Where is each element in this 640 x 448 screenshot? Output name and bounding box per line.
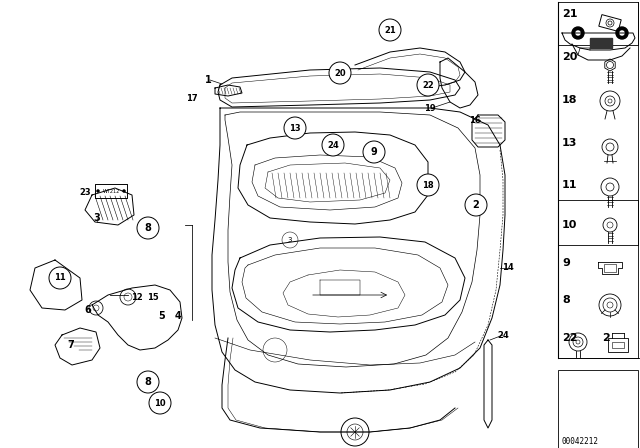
Text: 21: 21	[384, 26, 396, 34]
Text: 24: 24	[497, 331, 509, 340]
Bar	[95, 184, 127, 198]
Text: 6: 6	[84, 305, 92, 315]
Text: 11: 11	[54, 273, 66, 283]
Text: 9: 9	[371, 147, 378, 157]
Circle shape	[417, 74, 439, 96]
Bar	[604, 264, 616, 272]
Circle shape	[97, 190, 99, 193]
Text: 13: 13	[562, 138, 577, 148]
Text: 00042212: 00042212	[562, 437, 599, 446]
Text: 5: 5	[159, 311, 165, 321]
Circle shape	[284, 117, 306, 139]
Text: 18: 18	[562, 95, 577, 105]
Text: 4: 4	[175, 311, 181, 321]
Circle shape	[465, 194, 487, 216]
Circle shape	[417, 174, 439, 196]
Circle shape	[89, 301, 103, 315]
Circle shape	[616, 27, 628, 39]
Text: 22: 22	[562, 333, 577, 343]
Text: 24: 24	[327, 141, 339, 150]
Text: 1: 1	[205, 75, 211, 85]
Text: 10: 10	[154, 399, 166, 408]
Text: 12: 12	[131, 293, 143, 302]
Text: 22: 22	[422, 81, 434, 90]
Text: 10: 10	[562, 220, 577, 230]
Bar	[612, 342, 624, 348]
Text: 18: 18	[422, 181, 434, 190]
Text: 2: 2	[472, 200, 479, 210]
Text: 19: 19	[424, 103, 436, 112]
Text: 9: 9	[562, 258, 570, 268]
Text: 13: 13	[289, 124, 301, 133]
Text: 3: 3	[93, 213, 100, 223]
Circle shape	[149, 392, 171, 414]
Text: 3: 3	[288, 237, 292, 243]
Text: 8: 8	[562, 295, 570, 305]
Text: 17: 17	[186, 94, 198, 103]
Text: 21: 21	[562, 9, 577, 19]
Text: 20: 20	[334, 69, 346, 78]
Circle shape	[575, 30, 581, 36]
Text: 8: 8	[145, 377, 152, 387]
Circle shape	[137, 371, 159, 393]
Circle shape	[122, 190, 125, 193]
Circle shape	[329, 62, 351, 84]
Text: 14: 14	[502, 263, 514, 272]
Bar	[599, 15, 621, 31]
Circle shape	[363, 141, 385, 163]
Text: 11: 11	[562, 180, 577, 190]
Circle shape	[341, 418, 369, 446]
Text: WT212: WT212	[102, 189, 120, 194]
Circle shape	[120, 289, 136, 305]
Bar	[608, 338, 628, 352]
Circle shape	[49, 267, 71, 289]
Bar	[95, 184, 127, 198]
Circle shape	[572, 27, 584, 39]
Circle shape	[322, 134, 344, 156]
Text: 23: 23	[79, 188, 91, 197]
Text: 15: 15	[147, 293, 159, 302]
Circle shape	[619, 30, 625, 36]
Text: 7: 7	[68, 340, 74, 350]
Polygon shape	[590, 38, 612, 48]
Text: 16: 16	[469, 116, 481, 125]
Circle shape	[379, 19, 401, 41]
Text: 2: 2	[602, 333, 610, 343]
Circle shape	[137, 217, 159, 239]
Bar	[558, 370, 638, 448]
Text: 20: 20	[562, 52, 577, 62]
Text: 8: 8	[145, 223, 152, 233]
